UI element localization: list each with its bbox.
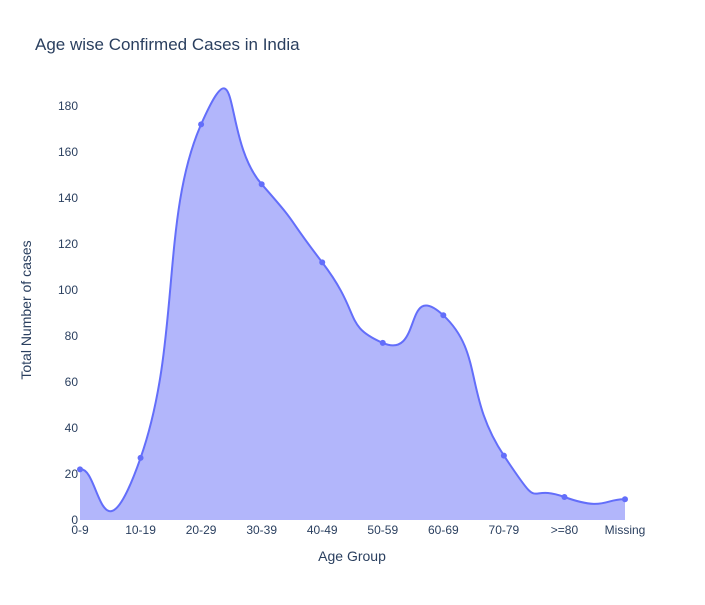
x-axis-ticks: 0-9 10-19 20-29 30-39 40-49 50-59 60-69 70-79 >=… bbox=[71, 523, 645, 537]
y-tick-label: 0 bbox=[71, 513, 78, 527]
y-tick-label: 180 bbox=[58, 99, 78, 113]
chart-title: Age wise Confirmed Cases in India bbox=[35, 35, 300, 54]
x-tick-label: 70-79 bbox=[489, 523, 520, 537]
y-axis-ticks: 0 20 40 60 80 100 120 140 160 180 bbox=[58, 99, 78, 527]
y-tick-label: 80 bbox=[65, 329, 79, 343]
x-tick-label: 10-19 bbox=[125, 523, 156, 537]
data-point-50-59 bbox=[379, 339, 386, 346]
series-points bbox=[77, 121, 628, 503]
data-point-60-69 bbox=[440, 312, 447, 319]
data-point--80 bbox=[561, 494, 568, 500]
data-point-0-9 bbox=[77, 466, 83, 473]
series-area-fill bbox=[80, 88, 625, 521]
x-tick-label: >=80 bbox=[551, 523, 579, 537]
x-tick-label: 30-39 bbox=[246, 523, 277, 537]
y-tick-label: 140 bbox=[58, 191, 78, 205]
y-tick-label: 160 bbox=[58, 145, 78, 159]
x-tick-label: 20-29 bbox=[186, 523, 217, 537]
y-tick-label: 60 bbox=[65, 375, 79, 389]
data-point-70-79 bbox=[500, 452, 507, 459]
x-axis-label: Age Group bbox=[318, 548, 386, 564]
x-tick-label: 60-69 bbox=[428, 523, 459, 537]
data-point-missing bbox=[622, 496, 628, 503]
data-point-40-49 bbox=[319, 259, 326, 266]
x-tick-label: Missing bbox=[605, 523, 646, 537]
y-tick-label: 100 bbox=[58, 283, 78, 297]
data-point-20-29 bbox=[198, 121, 205, 128]
x-tick-label: 50-59 bbox=[367, 523, 398, 537]
y-axis-label: Total Number of cases bbox=[18, 240, 34, 379]
y-tick-label: 20 bbox=[65, 467, 79, 481]
x-tick-label: 0-9 bbox=[71, 523, 89, 537]
data-point-10-19 bbox=[137, 454, 144, 461]
y-tick-label: 120 bbox=[58, 237, 78, 251]
x-tick-label: 40-49 bbox=[307, 523, 338, 537]
y-tick-label: 40 bbox=[65, 421, 79, 435]
data-point-30-39 bbox=[258, 181, 265, 188]
